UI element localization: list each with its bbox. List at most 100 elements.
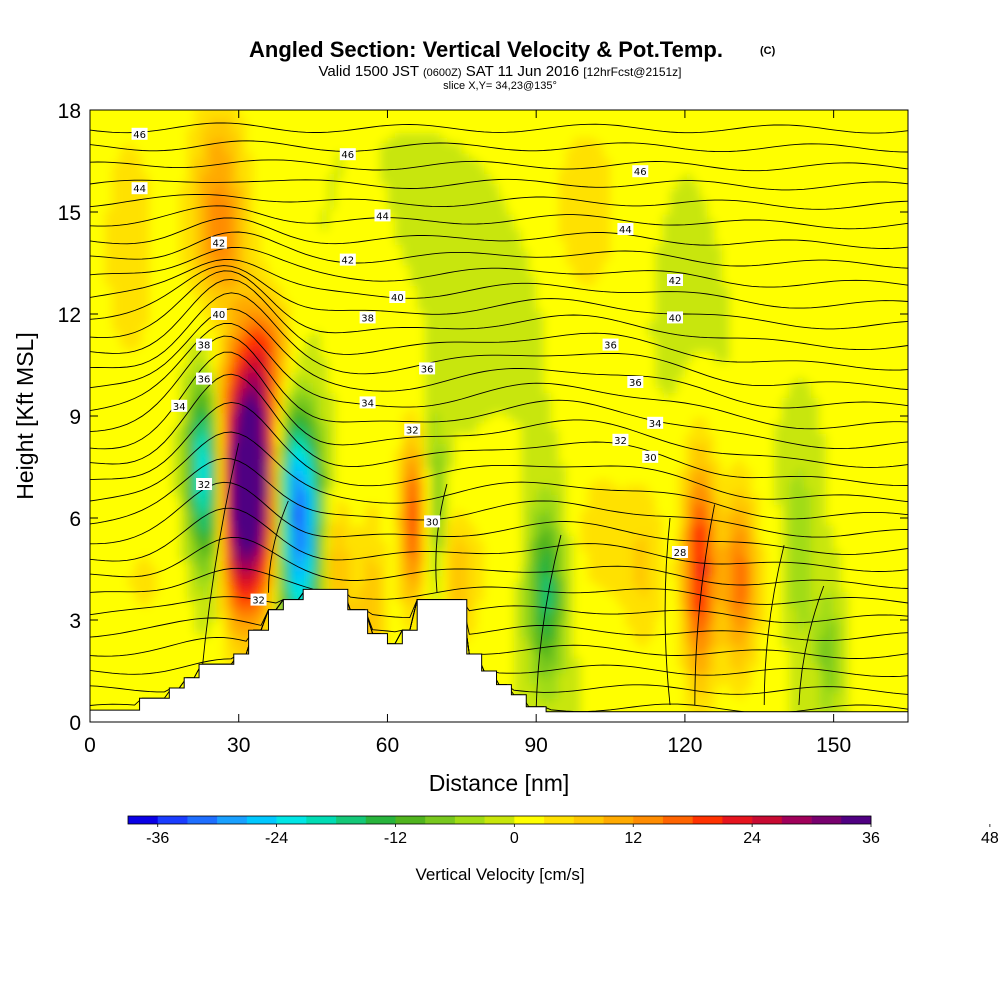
- velocity-cell: [149, 606, 158, 613]
- velocity-cell: [164, 127, 173, 133]
- velocity-cell: [186, 203, 195, 210]
- velocity-cell: [119, 127, 128, 133]
- velocity-cell: [290, 463, 299, 470]
- velocity-cell: [357, 290, 366, 297]
- velocity-cell: [156, 285, 166, 291]
- velocity-cell: [135, 102, 143, 108]
- velocity-cell: [342, 331, 351, 337]
- velocity-cell: [142, 724, 150, 730]
- velocity-cell: [97, 693, 106, 699]
- velocity-cell: [171, 346, 180, 353]
- velocity-cell: [127, 438, 136, 444]
- velocity-cell: [134, 382, 143, 388]
- velocity-cell: [90, 601, 99, 608]
- velocity-cell: [127, 514, 136, 521]
- velocity-cell: [268, 223, 277, 230]
- velocity-cell: [335, 519, 344, 526]
- velocity-cell: [328, 295, 337, 302]
- velocity-cell: [343, 102, 351, 108]
- velocity-cell: [127, 356, 136, 363]
- velocity-cell: [156, 320, 166, 327]
- velocity-cell: [298, 259, 307, 266]
- velocity-cell: [261, 529, 270, 536]
- velocity-cell: [342, 137, 351, 144]
- velocity-cell: [194, 509, 203, 516]
- velocity-cell: [104, 397, 114, 404]
- velocity-cell: [231, 346, 240, 353]
- velocity-cell: [253, 285, 262, 291]
- velocity-cell: [127, 586, 136, 592]
- velocity-cell: [156, 361, 166, 368]
- velocity-cell: [328, 729, 336, 735]
- velocity-cell: [253, 422, 262, 429]
- velocity-cell: [328, 346, 337, 353]
- velocity-cell: [134, 535, 143, 541]
- velocity-cell: [149, 575, 158, 582]
- velocity-cell: [97, 208, 106, 215]
- velocity-cell: [201, 621, 210, 628]
- velocity-cell: [269, 729, 277, 735]
- velocity-cell: [134, 387, 143, 393]
- velocity-cell: [134, 331, 143, 337]
- velocity-cell: [320, 540, 329, 546]
- velocity-cell: [305, 239, 314, 246]
- velocity-cell: [149, 110, 158, 113]
- velocity-cell: [357, 392, 366, 399]
- velocity-cell: [343, 724, 351, 730]
- velocity-cell: [328, 560, 337, 567]
- velocity-cell: [156, 376, 166, 383]
- velocity-cell: [179, 463, 188, 470]
- velocity-cell: [239, 96, 247, 102]
- velocity-cell: [216, 320, 225, 327]
- velocity-cell: [275, 110, 285, 113]
- velocity-cell: [164, 427, 173, 434]
- velocity-cell: [342, 484, 351, 490]
- velocity-cell: [90, 110, 99, 113]
- velocity-cell: [268, 494, 277, 501]
- velocity-cell: [156, 504, 166, 511]
- velocity-cell: [320, 132, 329, 138]
- velocity-cell: [335, 458, 344, 465]
- velocity-cell: [223, 110, 233, 113]
- velocity-cell: [127, 698, 136, 705]
- velocity-cell: [164, 499, 173, 506]
- velocity-cell: [209, 259, 218, 266]
- velocity-cell: [150, 91, 158, 97]
- velocity-cell: [216, 473, 225, 480]
- velocity-cell: [201, 545, 210, 552]
- velocity-cell: [112, 616, 121, 623]
- velocity-cell: [164, 550, 173, 557]
- velocity-cell: [179, 102, 187, 108]
- velocity-cell: [238, 152, 247, 159]
- velocity-cell: [179, 729, 187, 735]
- velocity-cell: [283, 203, 292, 210]
- velocity-cell: [171, 280, 180, 286]
- velocity-cell: [320, 116, 329, 123]
- velocity-cell: [156, 422, 166, 429]
- velocity-cell: [238, 642, 247, 648]
- velocity-cell: [328, 427, 337, 434]
- velocity-cell: [201, 540, 210, 546]
- velocity-cell: [231, 320, 240, 327]
- velocity-cell: [97, 473, 106, 480]
- velocity-cell: [171, 295, 180, 302]
- velocity-cell: [186, 626, 195, 633]
- velocity-cell: [90, 223, 99, 230]
- velocity-cell: [246, 188, 255, 195]
- velocity-cell: [283, 290, 292, 297]
- velocity-cell: [194, 427, 203, 434]
- velocity-cell: [223, 453, 233, 460]
- velocity-cell: [335, 422, 344, 429]
- velocity-cell: [171, 519, 180, 526]
- velocity-cell: [328, 463, 337, 470]
- velocity-cell: [246, 305, 255, 312]
- velocity-cell: [119, 234, 128, 240]
- velocity-cell: [357, 356, 366, 363]
- velocity-cell: [328, 361, 337, 368]
- velocity-cell: [194, 611, 203, 618]
- velocity-cell: [186, 325, 195, 332]
- velocity-cell: [268, 274, 277, 281]
- velocity-cell: [97, 555, 106, 562]
- velocity-cell: [90, 647, 99, 654]
- velocity-cell: [238, 427, 247, 434]
